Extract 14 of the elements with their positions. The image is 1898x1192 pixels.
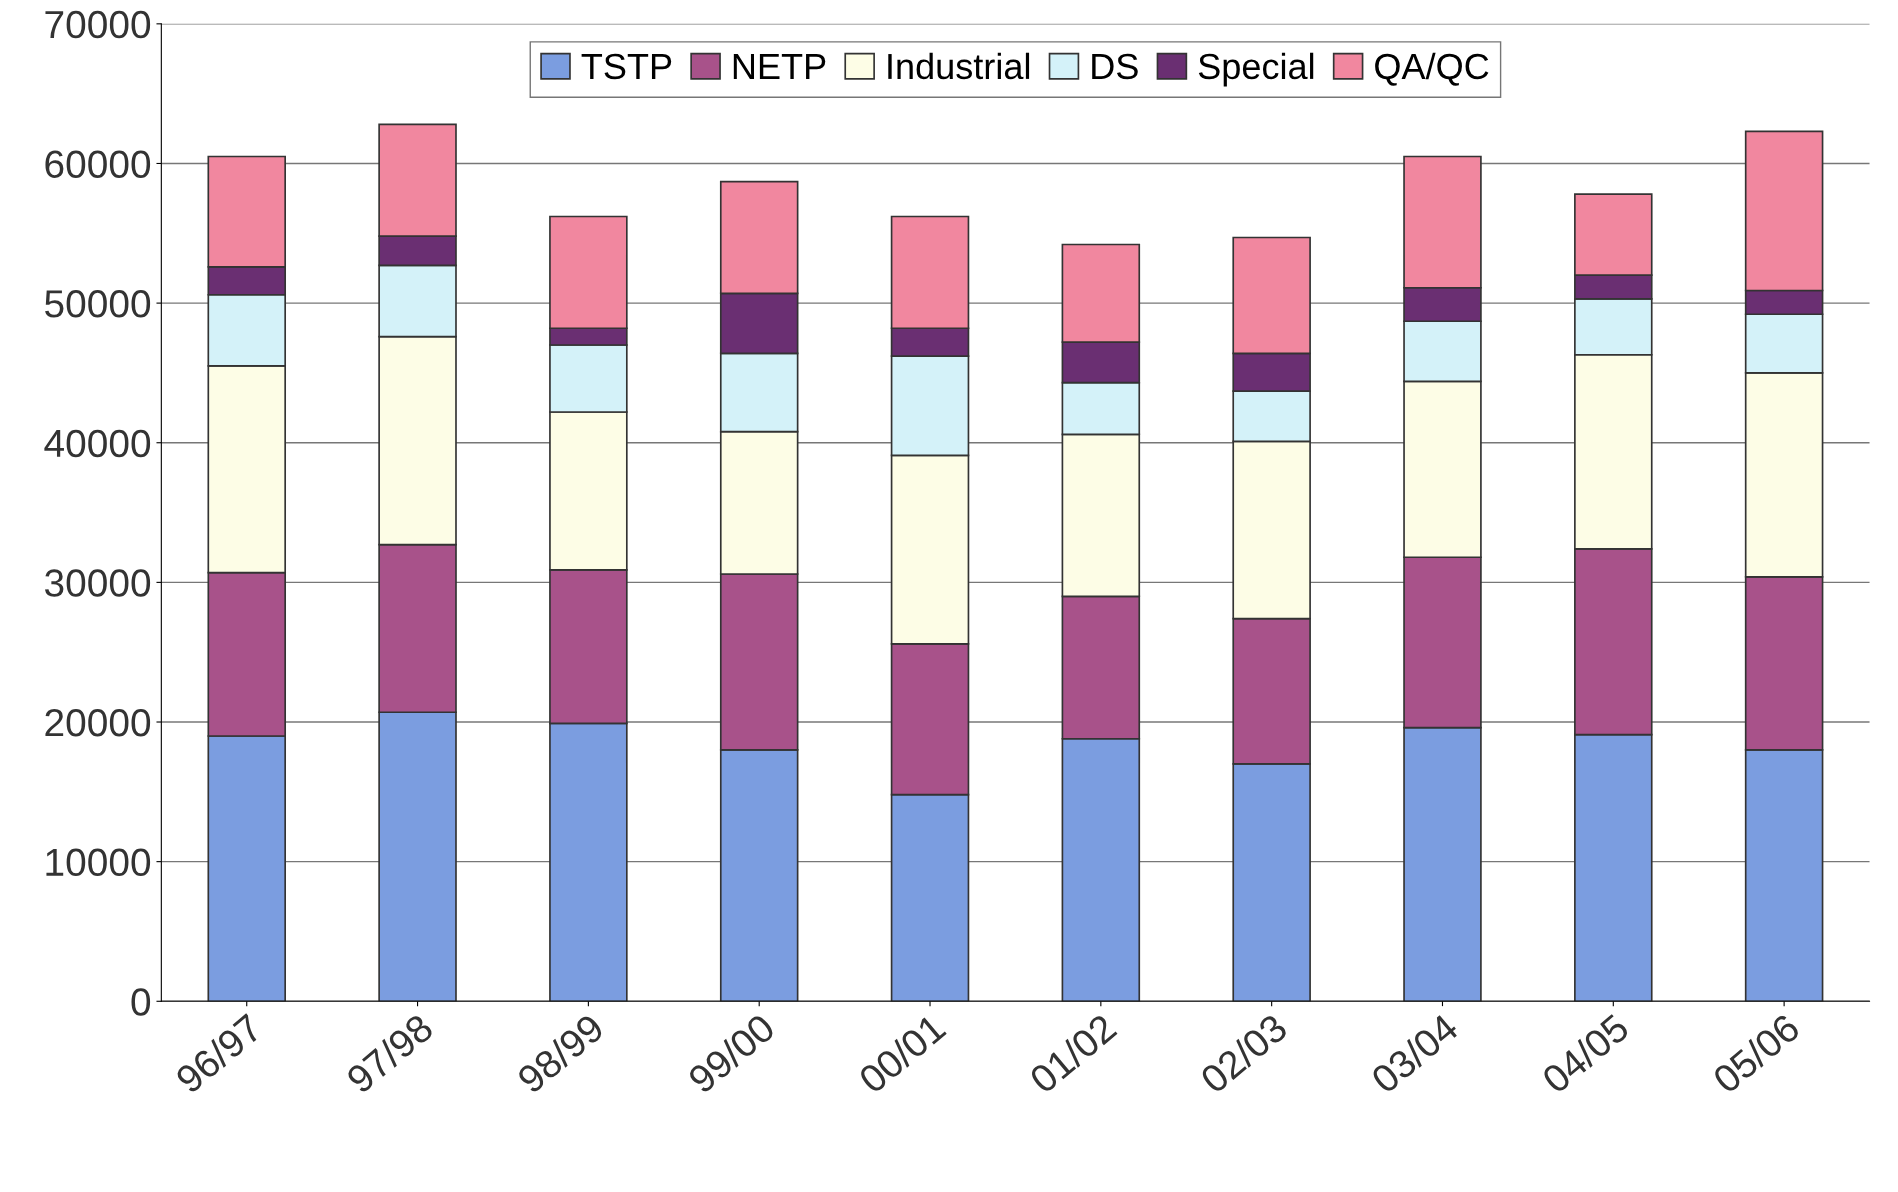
y-tick-label: 40000 [44, 429, 151, 458]
legend-label: Industrial [888, 52, 1030, 80]
legend-label: NETP [733, 54, 826, 79]
y-tick-label: 30000 [44, 569, 151, 597]
y-tick-label: 50000 [45, 290, 151, 318]
y-tick-label: 60000 [45, 150, 151, 178]
y-tick-label: 70000 [45, 10, 151, 39]
legend-label: DS [1092, 53, 1138, 80]
legend-label: Special [1198, 52, 1314, 87]
legend-label: TSTP [581, 53, 672, 80]
y-tick-label: 10000 [46, 848, 151, 877]
legend-label: QA/QC [1375, 52, 1489, 86]
y-tick-label: 0 [131, 988, 151, 1016]
y-tick-label: 20000 [45, 708, 151, 737]
